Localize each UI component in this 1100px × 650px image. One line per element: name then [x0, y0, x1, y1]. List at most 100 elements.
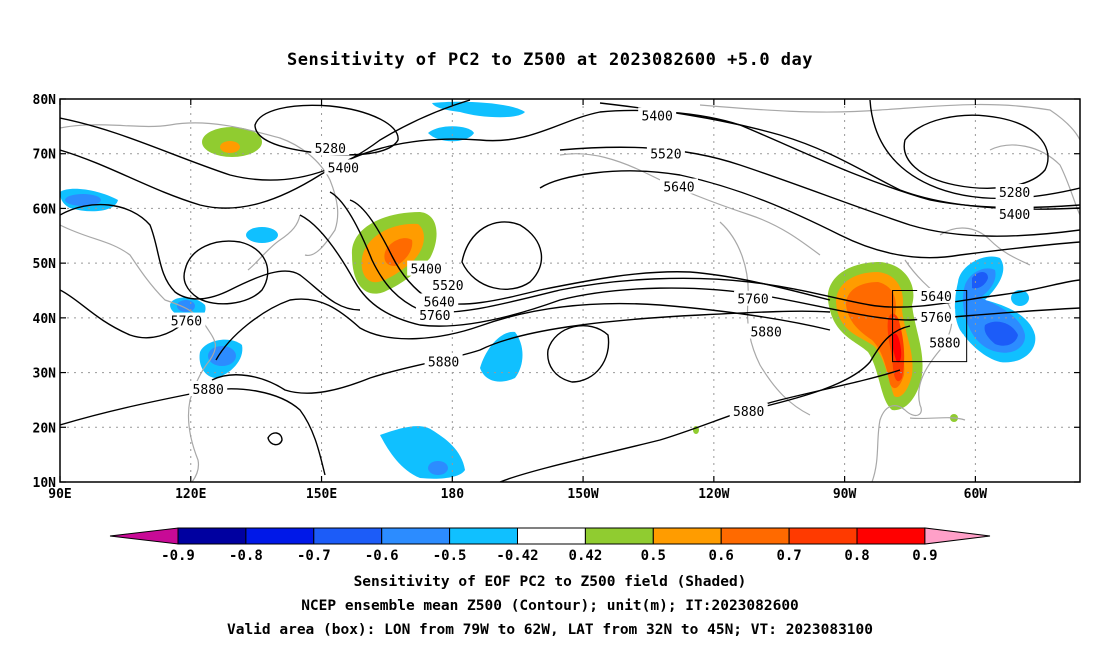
- shade-negative-region: [428, 126, 474, 142]
- contour-label: 5880: [925, 334, 964, 351]
- contour-line: [60, 203, 361, 311]
- coastline-caribbean: [909, 417, 966, 421]
- contour-line: [215, 298, 831, 361]
- contour-label-text: 5880: [733, 405, 764, 420]
- contour-label-text: 5640: [663, 181, 694, 196]
- contour-line: [60, 388, 326, 476]
- caption-line-1: Sensitivity of EOF PC2 to Z500 field (Sh…: [353, 574, 747, 590]
- y-tick-label: 40N: [33, 312, 57, 327]
- sensitivity-shading: [60, 101, 1036, 479]
- coastline-northamerica-west: [719, 221, 811, 416]
- y-tick-label: 30N: [33, 367, 57, 382]
- contour-label-text: 5280: [999, 186, 1030, 201]
- contour-label: 5640: [659, 178, 698, 196]
- colorbar-segment: [720, 527, 790, 545]
- contour-line: [599, 102, 1080, 210]
- coastline-japan: [247, 214, 301, 271]
- shade-positive-region: [846, 282, 905, 389]
- figure-title: Sensitivity of PC2 to Z500 at 2023082600…: [286, 50, 813, 70]
- caption-line-2: NCEP ensemble mean Z500 (Contour); unit(…: [301, 598, 799, 614]
- contour-label: 5760: [167, 312, 206, 330]
- shade-negative-region: [972, 272, 988, 289]
- coastline-labrador: [939, 227, 1031, 266]
- shade-negative-region: [1011, 290, 1029, 306]
- contour-label: 5880: [729, 402, 768, 420]
- colorbar-label: 0.8: [844, 548, 869, 564]
- shade-positive-region: [892, 333, 902, 363]
- shade-negative-region: [246, 227, 278, 243]
- contour-label-text: 5280: [315, 142, 346, 157]
- x-tick-label: 150E: [306, 487, 337, 502]
- contour-label: 5640: [420, 293, 459, 310]
- colorbar-segment: [856, 527, 926, 545]
- contour-label: 5520: [428, 277, 467, 294]
- colorbar-segment: [313, 527, 383, 545]
- contour-label: 5760: [917, 308, 956, 326]
- contour-line: [60, 289, 186, 339]
- contour-label: 5400: [638, 107, 677, 124]
- contour-label-text: 5640: [424, 295, 455, 310]
- contour-line: [547, 325, 610, 383]
- x-tick-label: 120E: [175, 487, 206, 502]
- colorbar-extend-high: [924, 527, 991, 545]
- contour-label: 5880: [189, 380, 228, 398]
- x-tick-label: 120W: [698, 487, 729, 502]
- colorbar-label: -0.7: [297, 548, 331, 564]
- shade-negative-region: [65, 194, 101, 206]
- x-tick-label: 60W: [964, 487, 988, 502]
- shade-positive-region: [220, 141, 240, 153]
- contour-label-text: 5880: [428, 356, 459, 371]
- contour-label: 5760: [734, 290, 773, 308]
- contour-line: [211, 310, 831, 394]
- x-tick-label: 150W: [567, 487, 598, 502]
- contour-label-text: 5880: [193, 383, 224, 398]
- contour-label-text: 5520: [650, 148, 681, 163]
- contour-label: 5280: [995, 184, 1034, 201]
- contour-line: [461, 221, 543, 290]
- colorbar-segment: [584, 527, 654, 545]
- contour-label: 5760: [415, 307, 454, 324]
- shade-negative-region: [428, 461, 448, 475]
- contour-line: [349, 199, 831, 305]
- x-tick-label: 90E: [48, 487, 71, 502]
- colorbar-label: 0.5: [641, 548, 666, 564]
- colorbar-label: -0.9: [161, 548, 195, 564]
- coastline-asia: [60, 224, 217, 482]
- contour-line: [903, 114, 1049, 189]
- contour-line: [299, 214, 1080, 327]
- coastline-siberia: [60, 122, 339, 256]
- contour-line: [183, 240, 269, 305]
- colorbar-label: 0.7: [776, 548, 801, 564]
- colorbar-label: -0.6: [365, 548, 399, 564]
- colorbar-extend-low: [109, 527, 179, 545]
- caption-line-3: Valid area (box): LON from 79W to 62W, L…: [226, 622, 873, 638]
- contour-label: 5400: [995, 205, 1034, 223]
- contour-line: [267, 432, 283, 446]
- contour-label: 5880: [424, 353, 463, 371]
- contour-line: [749, 325, 911, 411]
- contour-label-text: 5400: [999, 208, 1030, 223]
- coastlines: [60, 103, 1080, 482]
- colorbar-segment: [652, 527, 722, 545]
- y-tick-label: 50N: [33, 257, 57, 272]
- colorbar-segment: [449, 527, 519, 545]
- contour-label: 5400: [324, 159, 363, 176]
- shade-negative-region: [480, 331, 523, 382]
- colorbar-label: -0.5: [433, 548, 467, 564]
- colorbar-segment: [381, 527, 451, 545]
- contour-label-text: 5880: [929, 336, 960, 351]
- contour-label-text: 5760: [171, 315, 202, 330]
- plot-frame: [59, 98, 1081, 483]
- colorbar: -0.9 -0.8 -0.7 -0.6 -0.5 -0.42 0.42 0.5 0.6 0.7 0.…: [109, 527, 991, 564]
- colorbar-label: 0.42: [569, 548, 603, 564]
- contour-label-text: 5760: [920, 311, 951, 326]
- y-tick-label: 70N: [33, 148, 57, 163]
- contour-line: [329, 191, 1080, 314]
- contour-label-text: 5400: [642, 109, 673, 124]
- coastline-greenland: [989, 144, 1080, 216]
- colorbar-label: 0.9: [912, 548, 937, 564]
- axes: 90E 120E 150E 180 150W 120W 90W 60W 80N 70N 60N 50N…: [33, 93, 1080, 502]
